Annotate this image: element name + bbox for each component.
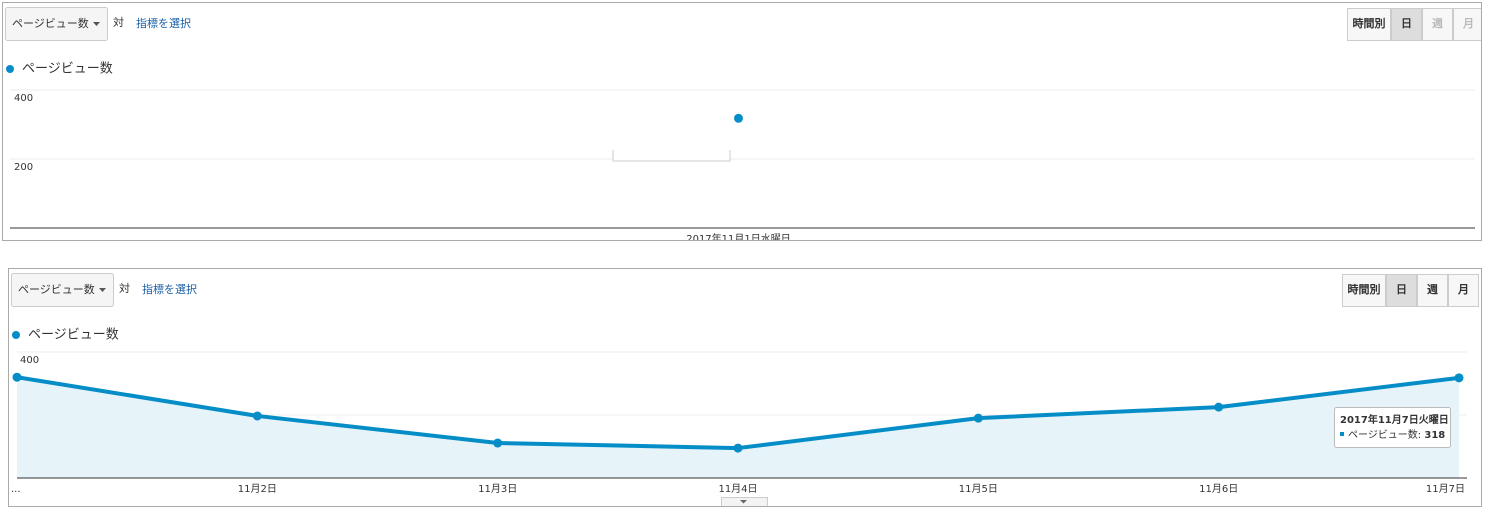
tooltip-value: ページビュー数: 318 bbox=[1348, 428, 1445, 441]
x-tick-label: 2017年11月1日水曜日 bbox=[686, 232, 791, 245]
period-button[interactable] bbox=[1347, 8, 1391, 41]
period-button-label[interactable]: 時間別 bbox=[1348, 282, 1381, 296]
vs-label: 対 bbox=[113, 15, 124, 29]
period-button-label[interactable]: 時間別 bbox=[1353, 16, 1386, 30]
point bbox=[733, 443, 743, 453]
point bbox=[973, 413, 983, 423]
x-tick-label: 11月4日 bbox=[718, 483, 757, 495]
period-button-label: 月 bbox=[1462, 17, 1474, 30]
legend-label: ページビュー数 bbox=[22, 62, 113, 77]
period-button[interactable] bbox=[1448, 274, 1479, 307]
metric-dropdown[interactable] bbox=[11, 273, 114, 307]
tooltip-marker bbox=[1340, 432, 1344, 436]
period-button bbox=[1422, 8, 1453, 41]
panel bbox=[2, 2, 1482, 241]
x-tick-label: 11月5日 bbox=[959, 483, 998, 495]
period-button[interactable] bbox=[1342, 274, 1386, 307]
tooltip bbox=[1334, 407, 1451, 448]
x-tick-label: 11月3日 bbox=[478, 483, 517, 495]
area bbox=[17, 377, 1459, 478]
point bbox=[734, 113, 743, 123]
select-metric-link[interactable]: 指標を選択 bbox=[142, 282, 197, 296]
dropdown-arrow bbox=[99, 288, 106, 292]
period-button[interactable] bbox=[1417, 274, 1448, 307]
metric-dropdown-label: ページビュー数 bbox=[12, 17, 89, 30]
period-button-label[interactable]: 週 bbox=[1427, 282, 1438, 296]
metric-dropdown-label: ページビュー数 bbox=[18, 283, 95, 296]
scroll-arrow bbox=[740, 500, 747, 504]
period-button-label: 週 bbox=[1432, 16, 1443, 30]
y-tick-label: 400 bbox=[14, 93, 33, 104]
select-metric-link[interactable]: 指標を選択 bbox=[136, 16, 191, 30]
y-tick-label: 200 bbox=[14, 162, 33, 173]
x-tick-label: ... bbox=[11, 484, 21, 495]
period-button-label[interactable]: 日 bbox=[1401, 17, 1412, 30]
tooltip-empty bbox=[612, 150, 731, 162]
panel-content: ページビュー数対指標を選択 時間別日週月ページビュー数2004002017年11月… bbox=[5, 7, 1481, 245]
dropdown-arrow bbox=[93, 22, 100, 26]
point bbox=[12, 372, 22, 382]
x-tick-label: 11月6日 bbox=[1199, 483, 1238, 495]
tooltip-number: 318 bbox=[1424, 430, 1445, 441]
y-tick-label: 400 bbox=[20, 355, 39, 366]
period-button-label[interactable]: 日 bbox=[1396, 283, 1407, 296]
x-tick-label: 11月7日 bbox=[1426, 483, 1465, 495]
period-button-label[interactable]: 月 bbox=[1457, 283, 1469, 296]
panel-content: ページビュー数対指標を選択時間別日週月ページビュー数200400...11月2日… bbox=[11, 273, 1479, 506]
point bbox=[1454, 373, 1464, 383]
period-button[interactable] bbox=[1391, 8, 1422, 41]
legend-marker bbox=[12, 331, 20, 339]
point bbox=[493, 438, 503, 448]
period-button[interactable] bbox=[1386, 274, 1417, 307]
vs-label: 対 bbox=[119, 281, 130, 295]
point bbox=[252, 411, 262, 421]
x-tick-label: 11月2日 bbox=[238, 483, 277, 495]
period-button bbox=[1453, 8, 1481, 41]
tooltip-title: 2017年11月7日火曜日 bbox=[1340, 413, 1449, 426]
metric-dropdown[interactable] bbox=[5, 7, 108, 41]
tooltip-series-name: ページビュー数: bbox=[1348, 428, 1424, 441]
legend-marker bbox=[6, 65, 14, 73]
legend-label: ページビュー数 bbox=[28, 328, 119, 343]
point bbox=[1214, 402, 1224, 412]
